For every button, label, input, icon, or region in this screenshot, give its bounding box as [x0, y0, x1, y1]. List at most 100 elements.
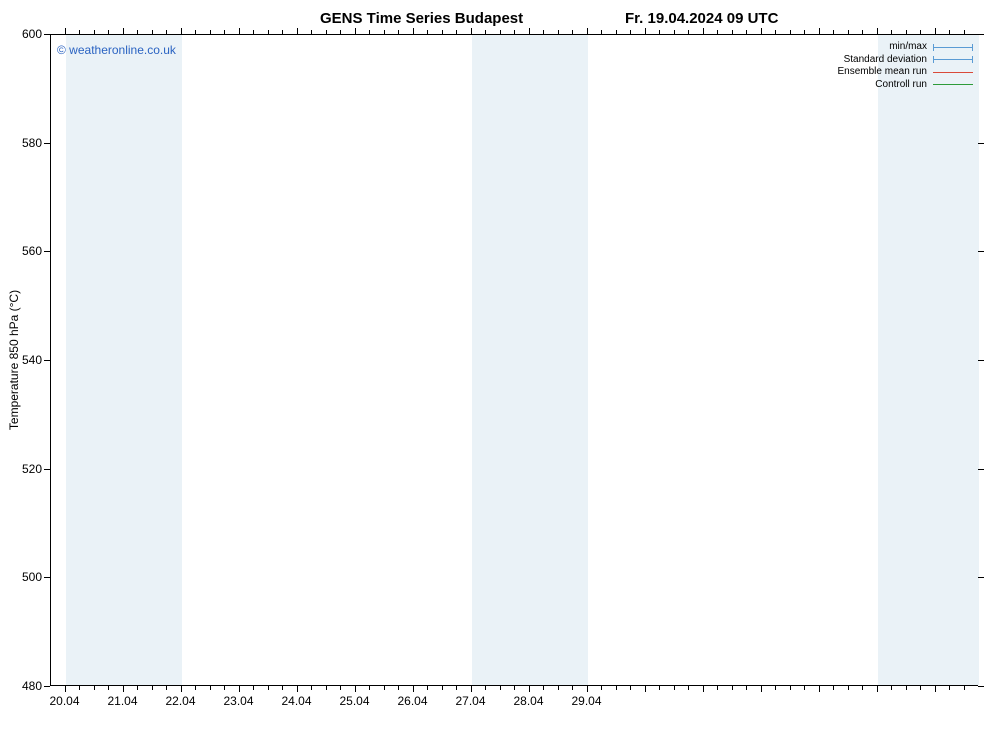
- x-tick-minor: [456, 686, 457, 690]
- x-tick-major: [65, 686, 66, 692]
- x-tick-minor: [282, 30, 283, 34]
- x-tick-minor: [268, 686, 269, 690]
- chart-title-left: GENS Time Series Budapest: [320, 10, 523, 27]
- y-tick-label: 480: [2, 679, 42, 693]
- x-tick-major: [529, 28, 530, 34]
- x-tick-minor: [790, 30, 791, 34]
- x-tick-minor: [688, 30, 689, 34]
- y-tick-label: 500: [2, 570, 42, 584]
- x-tick-minor: [964, 686, 965, 690]
- x-tick-minor: [804, 30, 805, 34]
- x-tick-minor: [616, 30, 617, 34]
- x-tick-label: 27.04: [455, 694, 485, 708]
- y-tick-mark: [44, 143, 50, 144]
- x-tick-minor: [282, 686, 283, 690]
- x-tick-minor: [369, 686, 370, 690]
- x-tick-minor: [630, 686, 631, 690]
- x-tick-major: [761, 28, 762, 34]
- x-tick-minor: [500, 686, 501, 690]
- x-tick-minor: [514, 686, 515, 690]
- watermark-text: © weatheronline.co.uk: [57, 43, 176, 57]
- plot-area: © weatheronline.co.uk min/maxStandard de…: [50, 34, 978, 686]
- x-tick-minor: [442, 30, 443, 34]
- x-tick-minor: [253, 686, 254, 690]
- x-tick-major: [471, 686, 472, 692]
- x-tick-major: [587, 28, 588, 34]
- x-tick-major: [413, 686, 414, 692]
- x-tick-minor: [326, 30, 327, 34]
- x-tick-minor: [732, 30, 733, 34]
- y-tick-mark: [44, 34, 50, 35]
- x-tick-major: [123, 686, 124, 692]
- x-tick-minor: [659, 30, 660, 34]
- x-tick-minor: [732, 686, 733, 690]
- legend-item: min/max: [838, 41, 974, 54]
- y-tick-label: 560: [2, 244, 42, 258]
- x-tick-minor: [616, 686, 617, 690]
- x-tick-major: [65, 28, 66, 34]
- x-tick-minor: [108, 686, 109, 690]
- y-tick-mark: [44, 469, 50, 470]
- x-tick-minor: [94, 30, 95, 34]
- x-tick-minor: [253, 30, 254, 34]
- x-tick-major: [645, 686, 646, 692]
- x-tick-minor: [500, 30, 501, 34]
- x-tick-minor: [543, 30, 544, 34]
- y-tick-mark: [978, 360, 984, 361]
- x-tick-minor: [195, 686, 196, 690]
- x-tick-major: [181, 686, 182, 692]
- x-tick-minor: [833, 30, 834, 34]
- x-tick-major: [413, 28, 414, 34]
- chart-title-right: Fr. 19.04.2024 09 UTC: [625, 10, 778, 27]
- x-tick-minor: [514, 30, 515, 34]
- legend-label: min/max: [889, 41, 927, 54]
- x-tick-minor: [427, 30, 428, 34]
- x-tick-minor: [543, 686, 544, 690]
- x-tick-minor: [746, 30, 747, 34]
- x-tick-label: 23.04: [223, 694, 253, 708]
- legend: min/maxStandard deviationEnsemble mean r…: [838, 41, 974, 91]
- x-tick-minor: [137, 686, 138, 690]
- x-tick-major: [935, 28, 936, 34]
- y-tick-mark: [978, 251, 984, 252]
- x-tick-minor: [369, 30, 370, 34]
- x-tick-label: 20.04: [49, 694, 79, 708]
- x-tick-minor: [398, 30, 399, 34]
- x-tick-major: [877, 28, 878, 34]
- x-tick-major: [123, 28, 124, 34]
- x-tick-minor: [166, 30, 167, 34]
- x-tick-major: [297, 686, 298, 692]
- legend-label: Controll run: [875, 79, 927, 92]
- x-tick-minor: [906, 686, 907, 690]
- y-tick-mark: [978, 686, 984, 687]
- x-tick-major: [819, 686, 820, 692]
- x-tick-minor: [224, 686, 225, 690]
- x-tick-minor: [862, 686, 863, 690]
- x-tick-major: [645, 28, 646, 34]
- x-tick-major: [703, 686, 704, 692]
- y-tick-mark: [44, 360, 50, 361]
- x-tick-major: [181, 28, 182, 34]
- x-tick-minor: [674, 686, 675, 690]
- legend-swatch: [933, 84, 973, 85]
- weekend-band: [878, 35, 980, 685]
- x-tick-minor: [195, 30, 196, 34]
- chart-container: { "chart": { "type": "line", "width": 10…: [0, 0, 1000, 733]
- x-tick-minor: [848, 30, 849, 34]
- x-tick-minor: [79, 30, 80, 34]
- x-tick-minor: [398, 686, 399, 690]
- x-tick-minor: [746, 686, 747, 690]
- x-tick-minor: [311, 686, 312, 690]
- y-tick-mark: [978, 577, 984, 578]
- x-tick-minor: [485, 30, 486, 34]
- x-tick-minor: [862, 30, 863, 34]
- x-tick-minor: [224, 30, 225, 34]
- y-tick-mark: [978, 469, 984, 470]
- x-tick-major: [355, 686, 356, 692]
- x-tick-minor: [137, 30, 138, 34]
- x-tick-minor: [340, 686, 341, 690]
- y-tick-mark: [44, 251, 50, 252]
- x-tick-minor: [674, 30, 675, 34]
- x-tick-minor: [152, 686, 153, 690]
- x-tick-minor: [848, 686, 849, 690]
